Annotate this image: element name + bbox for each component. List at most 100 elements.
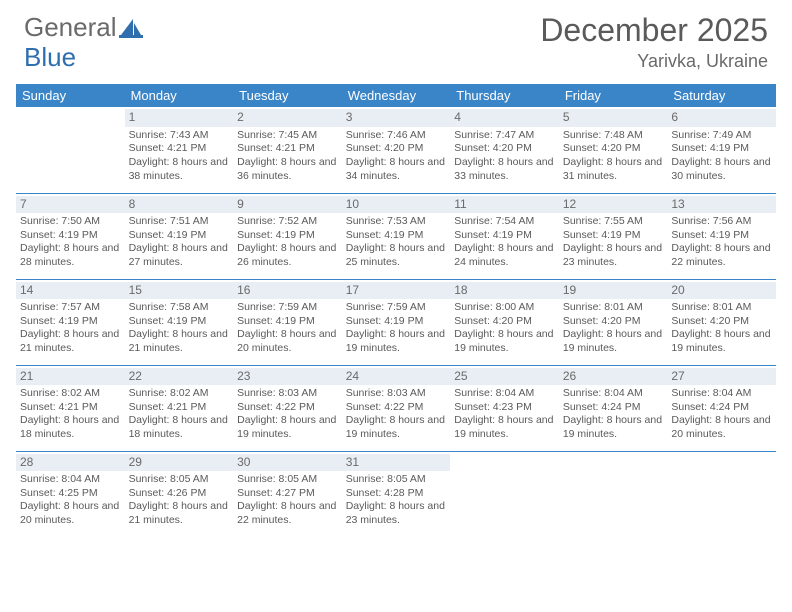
- day-details: Sunrise: 8:05 AMSunset: 4:26 PMDaylight:…: [129, 473, 230, 528]
- day-number: 31: [342, 454, 451, 472]
- weekday-header: Sunday: [16, 84, 125, 107]
- day-number: 29: [125, 454, 234, 472]
- sunrise-line: Sunrise: 8:01 AM: [563, 301, 664, 315]
- day-number: 2: [233, 109, 342, 127]
- sunset-line: Sunset: 4:20 PM: [454, 315, 555, 329]
- calendar-cell: 1Sunrise: 7:43 AMSunset: 4:21 PMDaylight…: [125, 107, 234, 193]
- day-details: Sunrise: 8:01 AMSunset: 4:20 PMDaylight:…: [563, 301, 664, 356]
- sunset-line: Sunset: 4:24 PM: [671, 401, 772, 415]
- day-number: 15: [125, 282, 234, 300]
- daylight-line: Daylight: 8 hours and 36 minutes.: [237, 156, 338, 183]
- sunset-line: Sunset: 4:28 PM: [346, 487, 447, 501]
- sunrise-line: Sunrise: 8:04 AM: [671, 387, 772, 401]
- calendar-cell: 15Sunrise: 7:58 AMSunset: 4:19 PMDayligh…: [125, 279, 234, 365]
- daylight-line: Daylight: 8 hours and 18 minutes.: [129, 414, 230, 441]
- sunset-line: Sunset: 4:19 PM: [237, 229, 338, 243]
- calendar-head: SundayMondayTuesdayWednesdayThursdayFrid…: [16, 84, 776, 107]
- day-number: 20: [667, 282, 776, 300]
- day-details: Sunrise: 8:03 AMSunset: 4:22 PMDaylight:…: [346, 387, 447, 442]
- calendar-cell: 13Sunrise: 7:56 AMSunset: 4:19 PMDayligh…: [667, 193, 776, 279]
- calendar-row: 1Sunrise: 7:43 AMSunset: 4:21 PMDaylight…: [16, 107, 776, 193]
- calendar-cell: 11Sunrise: 7:54 AMSunset: 4:19 PMDayligh…: [450, 193, 559, 279]
- day-details: Sunrise: 8:02 AMSunset: 4:21 PMDaylight:…: [20, 387, 121, 442]
- day-number: 5: [559, 109, 668, 127]
- sunrise-line: Sunrise: 7:48 AM: [563, 129, 664, 143]
- day-details: Sunrise: 7:48 AMSunset: 4:20 PMDaylight:…: [563, 129, 664, 184]
- calendar-cell: 10Sunrise: 7:53 AMSunset: 4:19 PMDayligh…: [342, 193, 451, 279]
- calendar-cell: 2 Sunrise: 7:45 AMSunset: 4:21 PMDaylight…: [233, 107, 342, 193]
- daylight-line: Daylight: 8 hours and 23 minutes.: [563, 242, 664, 269]
- sunrise-line: Sunrise: 7:53 AM: [346, 215, 447, 229]
- sunset-line: Sunset: 4:19 PM: [20, 315, 121, 329]
- sunset-line: Sunset: 4:19 PM: [237, 315, 338, 329]
- sunrise-line: Sunrise: 7:46 AM: [346, 129, 447, 143]
- day-number: 9: [233, 196, 342, 214]
- day-details: Sunrise: 7:50 AMSunset: 4:19 PMDaylight:…: [20, 215, 121, 270]
- calendar-cell: 29Sunrise: 8:05 AMSunset: 4:26 PMDayligh…: [125, 451, 234, 537]
- daylight-line: Daylight: 8 hours and 19 minutes.: [454, 414, 555, 441]
- calendar-cell: 20Sunrise: 8:01 AMSunset: 4:20 PMDayligh…: [667, 279, 776, 365]
- weekday-header: Friday: [559, 84, 668, 107]
- calendar-cell: 18Sunrise: 8:00 AMSunset: 4:20 PMDayligh…: [450, 279, 559, 365]
- day-number: 4: [450, 109, 559, 127]
- calendar-cell: 6Sunrise: 7:49 AMSunset: 4:19 PMDaylight…: [667, 107, 776, 193]
- day-number: 27: [667, 368, 776, 386]
- day-number: 21: [16, 368, 125, 386]
- calendar-cell: 12Sunrise: 7:55 AMSunset: 4:19 PMDayligh…: [559, 193, 668, 279]
- sunrise-line: Sunrise: 7:52 AM: [237, 215, 338, 229]
- day-number: 28: [16, 454, 125, 472]
- sunrise-line: Sunrise: 7:58 AM: [129, 301, 230, 315]
- sunrise-line: Sunrise: 8:05 AM: [346, 473, 447, 487]
- calendar-row: 21Sunrise: 8:02 AMSunset: 4:21 PMDayligh…: [16, 365, 776, 451]
- day-details: Sunrise: 7:52 AMSunset: 4:19 PMDaylight:…: [237, 215, 338, 270]
- sunset-line: Sunset: 4:19 PM: [20, 229, 121, 243]
- calendar-body: 1Sunrise: 7:43 AMSunset: 4:21 PMDaylight…: [16, 107, 776, 537]
- day-number: 26: [559, 368, 668, 386]
- day-number: 18: [450, 282, 559, 300]
- sunrise-line: Sunrise: 7:49 AM: [671, 129, 772, 143]
- calendar-cell: [16, 107, 125, 193]
- page-header: General December 2025 Yarivka, Ukraine: [0, 0, 792, 76]
- day-number: 10: [342, 196, 451, 214]
- daylight-line: Daylight: 8 hours and 19 minutes.: [237, 414, 338, 441]
- sunset-line: Sunset: 4:20 PM: [454, 142, 555, 156]
- daylight-line: Daylight: 8 hours and 33 minutes.: [454, 156, 555, 183]
- sunrise-line: Sunrise: 7:51 AM: [129, 215, 230, 229]
- sail-icon: [119, 17, 145, 39]
- sunset-line: Sunset: 4:25 PM: [20, 487, 121, 501]
- sunset-line: Sunset: 4:19 PM: [671, 142, 772, 156]
- sunrise-line: Sunrise: 8:05 AM: [237, 473, 338, 487]
- sunset-line: Sunset: 4:21 PM: [237, 142, 338, 156]
- daylight-line: Daylight: 8 hours and 22 minutes.: [237, 500, 338, 527]
- sunset-line: Sunset: 4:21 PM: [20, 401, 121, 415]
- calendar-cell: 26Sunrise: 8:04 AMSunset: 4:24 PMDayligh…: [559, 365, 668, 451]
- day-details: Sunrise: 7:47 AMSunset: 4:20 PMDaylight:…: [454, 129, 555, 184]
- day-number: 16: [233, 282, 342, 300]
- calendar-cell: 16Sunrise: 7:59 AMSunset: 4:19 PMDayligh…: [233, 279, 342, 365]
- calendar-cell: 31Sunrise: 8:05 AMSunset: 4:28 PMDayligh…: [342, 451, 451, 537]
- calendar-cell: [450, 451, 559, 537]
- daylight-line: Daylight: 8 hours and 38 minutes.: [129, 156, 230, 183]
- weekday-header: Monday: [125, 84, 234, 107]
- calendar-cell: 14Sunrise: 7:57 AMSunset: 4:19 PMDayligh…: [16, 279, 125, 365]
- brand-logo: General: [24, 12, 145, 43]
- day-details: Sunrise: 7:51 AMSunset: 4:19 PMDaylight:…: [129, 215, 230, 270]
- daylight-line: Daylight: 8 hours and 21 minutes.: [129, 328, 230, 355]
- calendar-cell: 7Sunrise: 7:50 AMSunset: 4:19 PMDaylight…: [16, 193, 125, 279]
- calendar-cell: 23Sunrise: 8:03 AMSunset: 4:22 PMDayligh…: [233, 365, 342, 451]
- day-number: 23: [233, 368, 342, 386]
- daylight-line: Daylight: 8 hours and 19 minutes.: [346, 328, 447, 355]
- calendar-cell: 22Sunrise: 8:02 AMSunset: 4:21 PMDayligh…: [125, 365, 234, 451]
- day-details: Sunrise: 7:55 AMSunset: 4:19 PMDaylight:…: [563, 215, 664, 270]
- daylight-line: Daylight: 8 hours and 27 minutes.: [129, 242, 230, 269]
- calendar-cell: 25Sunrise: 8:04 AMSunset: 4:23 PMDayligh…: [450, 365, 559, 451]
- day-details: Sunrise: 8:01 AMSunset: 4:20 PMDaylight:…: [671, 301, 772, 356]
- day-details: Sunrise: 8:04 AMSunset: 4:24 PMDaylight:…: [563, 387, 664, 442]
- daylight-line: Daylight: 8 hours and 24 minutes.: [454, 242, 555, 269]
- daylight-line: Daylight: 8 hours and 18 minutes.: [20, 414, 121, 441]
- calendar-cell: [559, 451, 668, 537]
- daylight-line: Daylight: 8 hours and 21 minutes.: [129, 500, 230, 527]
- day-details: Sunrise: 7:49 AMSunset: 4:19 PMDaylight:…: [671, 129, 772, 184]
- sunrise-line: Sunrise: 7:45 AM: [237, 129, 338, 143]
- day-number: 12: [559, 196, 668, 214]
